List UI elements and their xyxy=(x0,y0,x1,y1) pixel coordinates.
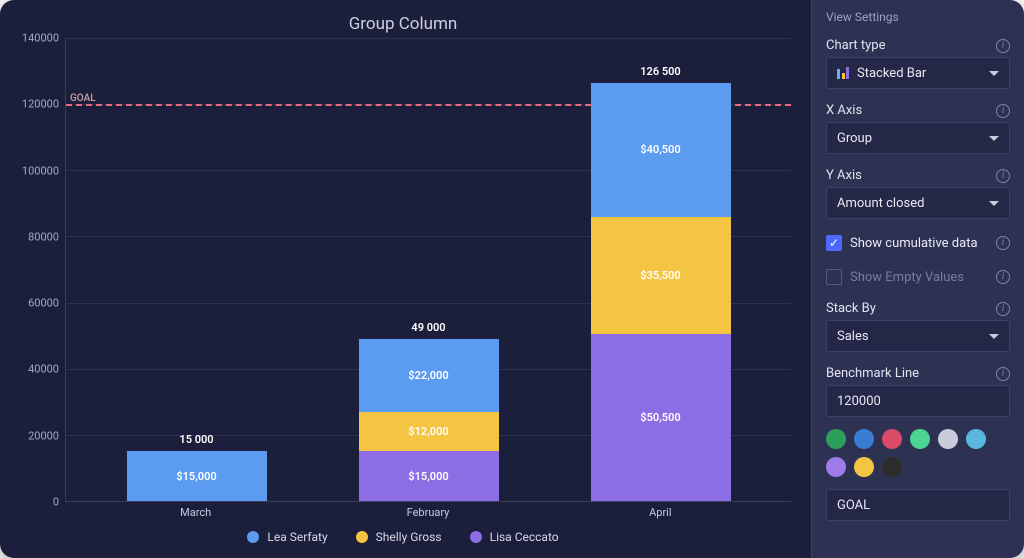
color-swatch[interactable] xyxy=(882,457,902,477)
color-swatch[interactable] xyxy=(854,429,874,449)
checkbox-unchecked-icon xyxy=(826,269,842,285)
y-tick: 140000 xyxy=(22,32,59,45)
checkbox-checked-icon: ✓ xyxy=(826,235,842,251)
color-swatch[interactable] xyxy=(882,429,902,449)
legend-label: Lisa Ceccato xyxy=(490,530,559,544)
legend-swatch xyxy=(247,531,259,543)
bar-segment[interactable]: $22,000 xyxy=(359,339,499,412)
chevron-down-icon xyxy=(989,136,999,141)
field-benchmark: Benchmark Line i 120000 GOAL xyxy=(826,362,1010,525)
legend-item[interactable]: Shelly Gross xyxy=(356,530,442,544)
y-axis: 020000400006000080000100000120000140000 xyxy=(15,38,65,502)
stack-by-value: Sales xyxy=(837,329,869,344)
bar[interactable]: $50,500$35,500$40,500126 500 xyxy=(591,83,731,501)
info-icon[interactable]: i xyxy=(996,39,1010,53)
benchmark-value-input[interactable]: 120000 xyxy=(826,385,1010,417)
y-tick: 0 xyxy=(53,496,59,509)
chart-type-value: Stacked Bar xyxy=(857,66,926,81)
gridline xyxy=(66,38,791,39)
field-x-axis: X Axis i Group xyxy=(826,99,1010,158)
field-y-axis: Y Axis i Amount closed xyxy=(826,164,1010,223)
legend-swatch xyxy=(356,531,368,543)
chart-panel: Group Column 0 20000 40000 60000 80000 100000… xyxy=(0,0,811,558)
benchmark-color-swatches xyxy=(826,421,1010,485)
stacked-bar-icon xyxy=(837,67,849,79)
info-icon[interactable]: i xyxy=(996,302,1010,316)
x-axis: March February April xyxy=(65,502,791,522)
chart-type-label: Chart type xyxy=(826,38,886,53)
info-icon[interactable]: i xyxy=(996,169,1010,183)
y-axis-select[interactable]: Amount closed xyxy=(826,187,1010,219)
x-axis-value: Group xyxy=(837,131,872,146)
app-frame: Group Column 0 20000 40000 60000 80000 100000… xyxy=(0,0,1024,558)
field-stack-by: Stack By i Sales xyxy=(826,297,1010,356)
y-axis-value: Amount closed xyxy=(837,196,924,211)
stack-by-select[interactable]: Sales xyxy=(826,320,1010,352)
bar-segment[interactable]: $50,500 xyxy=(591,334,731,501)
y-tick: 80000 xyxy=(28,230,59,243)
benchmark-line-label: Benchmark Line xyxy=(826,366,919,381)
color-swatch[interactable] xyxy=(826,429,846,449)
sidebar-title: View Settings xyxy=(826,10,1010,28)
info-icon[interactable]: i xyxy=(996,104,1010,118)
chevron-down-icon xyxy=(989,334,999,339)
color-swatch[interactable] xyxy=(910,429,930,449)
x-tick: February xyxy=(407,506,450,519)
bar-segment[interactable]: $15,000 xyxy=(359,451,499,501)
cumulative-toggle[interactable]: ✓ Show cumulative data xyxy=(826,229,978,257)
benchmark-label-input[interactable]: GOAL xyxy=(826,489,1010,521)
chevron-down-icon xyxy=(989,71,999,76)
color-swatch[interactable] xyxy=(826,457,846,477)
empty-values-label: Show Empty Values xyxy=(850,270,964,285)
bar-total-label: 15 000 xyxy=(127,433,267,446)
cumulative-label: Show cumulative data xyxy=(850,236,978,251)
color-swatch[interactable] xyxy=(938,429,958,449)
y-tick: 40000 xyxy=(28,363,59,376)
plot-area: 020000400006000080000100000120000140000 … xyxy=(15,38,791,502)
y-tick: 100000 xyxy=(22,164,59,177)
x-axis-select[interactable]: Group xyxy=(826,122,1010,154)
info-icon[interactable]: i xyxy=(996,270,1010,284)
x-tick: April xyxy=(649,506,671,519)
bar[interactable]: $15,000$12,000$22,00049 000 xyxy=(359,339,499,501)
empty-values-toggle: Show Empty Values xyxy=(826,263,964,291)
bar-segment[interactable]: $15,000 xyxy=(127,451,267,501)
bar-total-label: 49 000 xyxy=(359,321,499,334)
color-swatch[interactable] xyxy=(966,429,986,449)
legend-item[interactable]: Lisa Ceccato xyxy=(470,530,559,544)
info-icon[interactable]: i xyxy=(996,236,1010,250)
benchmark-line-label: GOAL xyxy=(70,93,96,104)
field-cumulative: ✓ Show cumulative data i xyxy=(826,229,1010,257)
legend-swatch xyxy=(470,531,482,543)
x-axis-label: X Axis xyxy=(826,103,862,118)
chart-type-select[interactable]: Stacked Bar xyxy=(826,57,1010,89)
stack-by-label: Stack By xyxy=(826,301,876,316)
legend-item[interactable]: Lea Serfaty xyxy=(247,530,327,544)
legend-label: Lea Serfaty xyxy=(267,530,327,544)
bar-segment[interactable]: $40,500 xyxy=(591,83,731,217)
bar[interactable]: $15,00015 000 xyxy=(127,451,267,501)
bar-segment[interactable]: $35,500 xyxy=(591,217,731,334)
chevron-down-icon xyxy=(989,201,999,206)
benchmark-label-value: GOAL xyxy=(837,498,870,513)
plot: GOAL$15,00015 000$15,000$12,000$22,00049… xyxy=(65,38,791,502)
field-chart-type: Chart type i Stacked Bar xyxy=(826,34,1010,93)
bar-total-label: 126 500 xyxy=(591,65,731,78)
y-axis-label: Y Axis xyxy=(826,168,862,183)
legend-label: Shelly Gross xyxy=(376,530,442,544)
color-swatch[interactable] xyxy=(854,457,874,477)
bar-segment[interactable]: $12,000 xyxy=(359,412,499,452)
legend: Lea Serfaty Shelly Gross Lisa Ceccato xyxy=(15,522,791,548)
x-tick: March xyxy=(180,506,211,519)
y-tick: 60000 xyxy=(28,297,59,310)
benchmark-value: 120000 xyxy=(837,394,881,409)
field-empty-values: Show Empty Values i xyxy=(826,263,1010,291)
y-tick: 120000 xyxy=(22,98,59,111)
y-tick: 20000 xyxy=(28,429,59,442)
view-settings-sidebar: View Settings Chart type i Stacked Bar X… xyxy=(811,0,1024,558)
chart-title: Group Column xyxy=(15,10,791,38)
info-icon[interactable]: i xyxy=(996,367,1010,381)
